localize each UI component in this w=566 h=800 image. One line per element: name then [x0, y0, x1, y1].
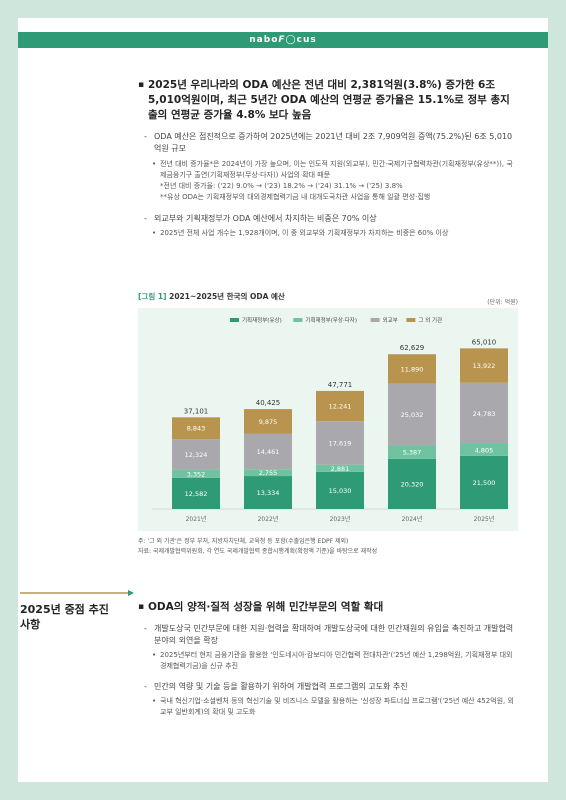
bar-2-0	[172, 439, 220, 470]
legend-swatch-0	[230, 318, 239, 322]
bar-label-1-3: 5,387	[403, 449, 422, 457]
logo: naboF◯cus	[18, 32, 548, 48]
section2-heading: ODA의 양적·질적 성장을 위해 민간부문의 역할 확대	[138, 600, 518, 615]
stacked-bar-chart: 기획재정부(유상) 기획재정부(무상·다자) 외교부 그 외 기관 12,582 3,35…	[152, 316, 508, 523]
total-label-2: 47,771	[328, 381, 353, 389]
legend-label-2: 외교부	[383, 317, 398, 324]
logo-focus: F	[278, 35, 286, 45]
bar-label-3-0: 8,843	[187, 425, 206, 433]
bar-label-2-0: 12,324	[185, 451, 208, 459]
bar-2-4	[460, 382, 508, 444]
bar-label-3-4: 13,922	[473, 362, 496, 370]
bar-0-1	[244, 476, 292, 509]
figure-title: [그림 1] 2021~2025년 한국의 ODA 예산	[138, 291, 285, 302]
section2-item-3: 민간의 역량 및 기술 등을 활용하기 위하여 개발협력 프로그램의 고도화 추…	[138, 681, 518, 693]
category-label-0: 2021년	[186, 515, 207, 523]
legend-swatch-1	[293, 318, 303, 322]
bar-label-1-1: 2,755	[259, 469, 278, 477]
bar-3-0	[172, 417, 220, 440]
side-divider	[20, 590, 134, 596]
section2-item-1: 개발도상국 민간부문에 대한 지원·협력을 확대하여 개발도상국에 대한 민간재…	[138, 623, 518, 647]
bar-label-2-4: 24,783	[473, 410, 496, 418]
section2: ODA의 양적·질적 성장을 위해 민간부문의 역할 확대 개발도상국 민간부문…	[138, 600, 518, 718]
bar-0-4	[460, 455, 508, 509]
bar-1-2	[316, 464, 364, 472]
figure-tag: [그림 1]	[138, 292, 167, 301]
bar-1-3	[388, 445, 436, 459]
section1-item-6: 2025년 전체 사업 개수는 1,928개이며, 이 중 외교부와 기획재정부…	[138, 228, 518, 239]
bar-label-2-1: 14,461	[257, 448, 280, 456]
bar-0-3	[388, 458, 436, 509]
section1-item-4: **유상 ODA는 기획재정부의 대외경제협력기금 내 대개도국차관 사업을 통…	[160, 193, 431, 201]
category-label-3: 2024년	[402, 515, 423, 523]
chart-container: 기획재정부(유상) 기획재정부(무상·다자) 외교부 그 외 기관 12,582 3,35…	[138, 308, 518, 531]
section1: 2025년 우리나라의 ODA 예산은 전년 대비 2,381억원(3.8%) …	[138, 78, 518, 239]
figure-unit: (단위: 억원)	[487, 299, 518, 306]
bar-1-0	[172, 469, 220, 478]
total-label-3: 62,629	[400, 344, 425, 352]
total-label-0: 37,101	[184, 407, 209, 415]
section1-item-1: ODA 예산은 점진적으로 증가하여 2025년에는 2021년 대비 2조 7…	[138, 131, 518, 155]
bar-label-3-2: 12,241	[329, 403, 352, 411]
side-title: 2025년 중점 추진사항	[20, 603, 109, 631]
bar-label-0-1: 13,334	[257, 489, 280, 497]
bar-label-1-4: 4,805	[475, 446, 494, 454]
bar-label-2-3: 25,032	[401, 411, 424, 419]
section1-item-2: 전년 대비 증가율*은 2024년이 가장 높으며, 이는 인도적 지원(외교부…	[138, 159, 518, 181]
category-label-1: 2022년	[258, 515, 279, 523]
figure-title-text: 2021~2025년 한국의 ODA 예산	[169, 292, 285, 301]
bar-label-0-2: 15,030	[329, 487, 352, 495]
bar-3-2	[316, 390, 364, 422]
category-label-4: 2025년	[474, 515, 495, 523]
category-label-2: 2023년	[330, 515, 351, 523]
figure-note-2: 자료: 국제개발협력위원회, 각 연도 국제개발협력 종합시행계획(확정액 기준…	[138, 548, 378, 555]
bar-3-1	[244, 409, 292, 434]
logo-prefix: nabo	[249, 35, 279, 45]
bar-1-1	[244, 469, 292, 477]
bar-label-2-2: 17,619	[329, 439, 352, 447]
header: naboF◯cus	[18, 18, 548, 62]
total-label-1: 40,425	[256, 399, 281, 407]
bar-label-3-3: 11,890	[401, 365, 424, 373]
bar-label-1-2: 2,881	[331, 465, 350, 473]
legend-swatch-3	[406, 318, 416, 322]
bar-3-4	[460, 348, 508, 383]
bar-label-3-1: 9,875	[259, 418, 278, 426]
bar-label-1-0: 3,352	[187, 470, 206, 478]
section2-item-2: 2025년부터 현지 금융기관을 활용한 '인도네시아·캄보디아 민간협력 전대…	[138, 650, 518, 672]
bar-1-4	[460, 443, 508, 456]
figure-notes: 주: '그 외 기관'은 정부 부처, 지방자치단체, 교육청 등 포함(수출입…	[138, 537, 377, 557]
section2-item-4: 국내 혁신기업·소셜벤처 등의 혁신기술 및 비즈니스 모델을 활용하는 '신성…	[138, 696, 518, 718]
bar-label-0-4: 21,500	[473, 479, 496, 487]
bar-label-0-0: 12,582	[185, 490, 208, 498]
section1-item-5: 외교부와 기획재정부가 ODA 예산에서 차지하는 비중은 70% 이상	[138, 213, 518, 225]
legend-label-3: 그 외 기관	[418, 316, 442, 324]
section1-item-3: *전년 대비 증가율: ('22) 9.0% → ('23) 18.2% → (…	[160, 182, 403, 190]
logo-circle-icon: ◯	[285, 35, 297, 45]
bar-2-2	[316, 421, 364, 465]
bar-2-1	[244, 433, 292, 470]
section1-heading: 2025년 우리나라의 ODA 예산은 전년 대비 2,381억원(3.8%) …	[138, 78, 518, 123]
bar-label-0-3: 20,320	[401, 480, 424, 488]
legend-swatch-2	[370, 318, 380, 322]
legend-label-0: 기획재정부(유상)	[242, 316, 282, 324]
bar-2-3	[388, 383, 436, 446]
legend-label-1: 기획재정부(무상·다자)	[305, 316, 357, 324]
bar-0-0	[172, 477, 220, 509]
header-band	[18, 32, 548, 48]
figure-note-1: 주: '그 외 기관'은 정부 부처, 지방자치단체, 교육청 등 포함(수출입…	[138, 538, 349, 545]
total-label-4: 65,010	[472, 338, 497, 346]
bar-0-2	[316, 471, 364, 509]
bar-3-3	[388, 354, 436, 384]
logo-suffix: cus	[296, 35, 317, 45]
